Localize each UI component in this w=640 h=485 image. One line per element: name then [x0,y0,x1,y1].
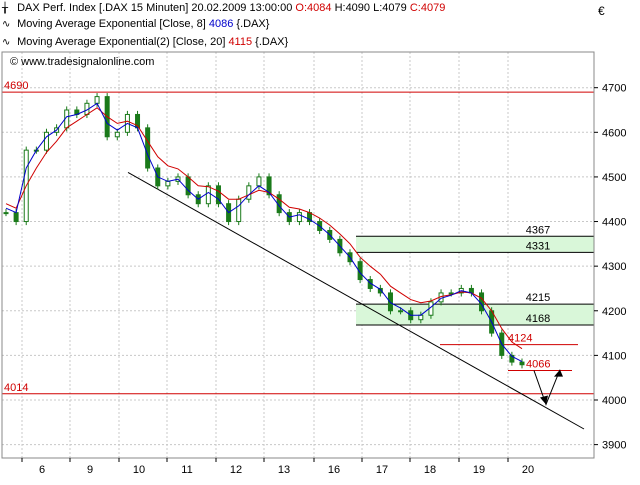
price-candle [3,212,9,215]
price-candle [266,176,272,196]
price-candle [418,314,424,321]
watermark: © www.tradesignalonline.com [10,56,155,68]
y-tick-label: 4100 [602,350,626,362]
x-tick-label: 20 [522,464,534,476]
axes: 6 9 10 11 12 13 16 17 18 19 20 3900 4000 4100 4200 4300… [1,51,626,476]
y-tick-label: 3900 [602,440,626,452]
zone-upper-label: 4215 [526,292,550,304]
low-value: 4079 [382,2,407,14]
ma-slow-line [5,107,523,350]
level-label: 4124 [508,333,532,345]
currency-symbol: € [598,4,605,18]
high-label: H: [334,2,346,14]
trendline-layer [127,172,585,430]
low-label: L: [373,2,383,14]
ma2-symbol: {.DAX} [255,36,289,48]
instrument-header: ╁ DAX Perf. Index [.DAX 15 Minuten] 20.0… [2,2,446,14]
support-resistance-zones: 4367 4331 4215 4168 [356,224,594,326]
level-label: 4066 [526,359,550,371]
header-date: 20.02.2009 [191,2,247,14]
header-time: 13:00:00 [249,2,293,14]
projection-arrowhead-up [554,369,563,377]
price-candle [377,287,383,294]
instrument-symbol: .DAX [102,2,128,14]
price-candle [519,361,525,366]
projection-arrowhead-down [540,395,548,405]
price-candle [205,185,211,205]
high-value: 4090 [345,2,371,14]
y-tick-label: 4600 [602,127,626,139]
zone-lower-label: 4331 [526,240,550,252]
x-tick-label: 9 [87,464,93,476]
zone-lower-label: 4168 [526,313,550,325]
close-value: 4079 [420,2,446,14]
ma1-legend: ∿ Moving Average Exponential [Close, 8] … [2,18,269,31]
y-tick-label: 4400 [602,217,626,229]
ma2-legend: ∿ Moving Average Exponential(2) [Close, … [2,36,288,49]
x-tick-label: 17 [376,464,388,476]
ma-fast-line [5,102,523,363]
price-candle [94,96,100,104]
open-label: O: [295,2,308,14]
price-candle [448,292,454,295]
x-tick-label: 6 [39,464,45,476]
line-icon: ∿ [2,37,11,48]
price-candle [145,127,151,169]
ma1-value: 4086 [208,18,234,30]
y-tick-label: 4500 [602,172,626,184]
x-tick-label: 13 [278,464,290,476]
price-candle [165,180,171,187]
x-tick-label: 12 [230,464,242,476]
y-tick-label: 4200 [602,306,626,318]
x-tick-label: 16 [328,464,340,476]
price-candle [256,176,262,187]
ma2-label: Moving Average Exponential(2) [Close, 20… [17,36,226,48]
grid-lines [2,52,594,458]
close-label: C: [409,2,421,14]
price-series [3,93,525,369]
zone-upper-label: 4367 [526,224,550,236]
level-label: 4014 [4,382,28,394]
line-icon: ∿ [2,19,11,30]
y-tick-label: 4000 [602,395,626,407]
price-candle [43,131,49,151]
x-tick-label: 10 [133,464,145,476]
x-tick-label: 19 [473,464,485,476]
zone-fill [356,236,594,253]
level-label: 4690 [4,80,28,92]
x-tick-label: 11 [181,464,192,476]
ma1-symbol: {.DAX} [236,18,270,30]
interval-label: 15 Minuten [130,2,186,14]
plot-frame [1,51,595,459]
price-candle [114,131,120,138]
ma1-label: Moving Average Exponential [Close, 8] [17,18,206,30]
y-tick-label: 4700 [602,83,626,95]
price-candle [215,185,221,205]
open-value: 4084 [307,2,332,14]
price-candle [246,185,252,200]
bar-chart-icon: ╁ [2,3,9,14]
downtrend-line [127,172,585,430]
y-tick-label: 4300 [602,261,626,273]
price-candle [509,354,515,363]
price-candle [236,198,242,223]
instrument-name: DAX Perf. Index [17,2,96,14]
zone-fill [356,304,594,326]
price-candle [296,212,302,223]
ma2-value: 4115 [228,36,253,48]
horizontal-levels: 4690 4124 4066 4014 [2,80,594,395]
moving-averages [5,102,523,363]
price-candle [398,310,404,313]
x-tick-label: 18 [424,464,436,476]
price-candle [13,212,19,223]
